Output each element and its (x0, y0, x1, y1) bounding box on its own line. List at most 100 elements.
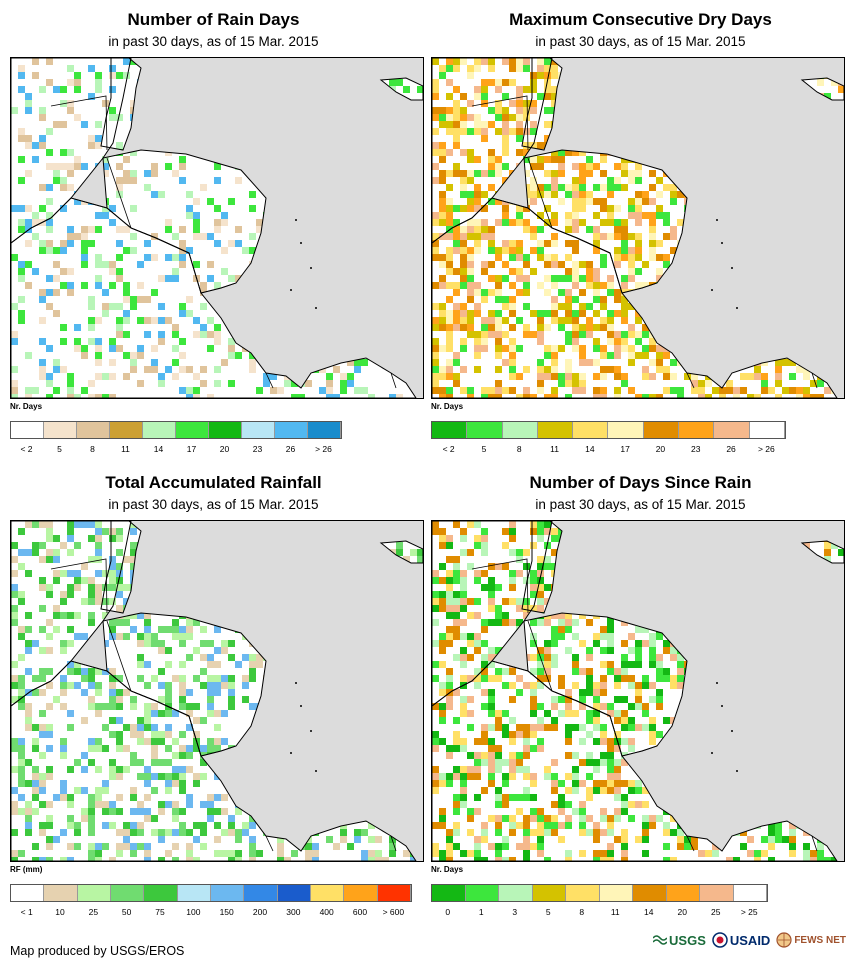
legend-swatch (700, 885, 734, 901)
legend-tick: 600 (352, 907, 368, 917)
legend-label: Nr. Days (431, 402, 464, 411)
island (716, 682, 718, 684)
legend-swatch (608, 422, 644, 438)
coastline (11, 58, 142, 151)
legend-ticks: < 2 5 8 11 14 17 20 23 26 > 26 (10, 444, 340, 456)
legend-tick: > 26 (757, 444, 775, 454)
coastline (432, 58, 563, 151)
legend-tick: 25 (88, 907, 99, 917)
coastline (800, 540, 844, 564)
country-border (686, 372, 695, 389)
legend-swatch (209, 422, 242, 438)
legend-swatch (310, 885, 345, 901)
country-border (265, 372, 274, 389)
legend-swatch (177, 885, 211, 901)
legend-swatch (110, 885, 145, 901)
legend-swatch (242, 422, 275, 438)
legend-swatch (599, 885, 633, 901)
legend-swatch (44, 422, 77, 438)
fewsnet-logo-text: FEWS NET (794, 934, 846, 946)
legend-tick: 50 (121, 907, 132, 917)
map-canvas (432, 58, 844, 398)
panel-total-rainfall: Total Accumulated Rainfall in past 30 da… (0, 463, 427, 948)
country-border (200, 745, 237, 757)
map-rain-days (10, 57, 424, 399)
legend-tick: 5 (481, 444, 487, 454)
island (290, 752, 292, 754)
coastline (379, 77, 423, 101)
legend-tick: 11 (610, 907, 620, 917)
legend-ticks: < 2 5 8 11 14 17 20 23 26 > 26 (431, 444, 784, 456)
island (721, 705, 723, 707)
island (300, 705, 302, 707)
legend-swatch (432, 422, 468, 438)
country-border (106, 620, 132, 692)
country-border (130, 690, 190, 717)
map-canvas (11, 521, 423, 861)
country-border (390, 372, 397, 389)
legend-swatch (377, 885, 411, 901)
country-border (390, 835, 397, 852)
legend-swatch (344, 885, 378, 901)
country-border (551, 690, 611, 717)
legend-swatch (176, 422, 209, 438)
legend-tick: 26 (726, 444, 736, 454)
country-border (265, 835, 274, 852)
legend-tick: 11 (121, 444, 130, 454)
island (300, 242, 302, 244)
map-total-rainfall (10, 520, 424, 862)
legend-swatch (465, 885, 499, 901)
legend-swatch (77, 422, 110, 438)
legend-ticks: < 1 10 25 50 75 100 150 200 300 400 600 > 600 (10, 907, 410, 919)
legend-tick: 5 (545, 907, 551, 917)
legend-swatch (143, 422, 176, 438)
legend-swatch (308, 422, 341, 438)
legend-swatch (277, 885, 311, 901)
legend-swatch (77, 885, 111, 901)
panel-subtitle: in past 30 days, as of 15 Mar. 2015 (535, 497, 746, 512)
legend-tick: 8 (579, 907, 585, 917)
legend-tick: > 600 (382, 907, 405, 917)
usaid-seal-icon (712, 932, 728, 948)
map-canvas (432, 521, 844, 861)
legend-tick: 3 (512, 907, 518, 917)
legend-tick: 100 (186, 907, 201, 917)
island (295, 219, 297, 221)
legend-swatch (432, 885, 466, 901)
legend-tick: 200 (252, 907, 268, 917)
island (295, 682, 297, 684)
country-border (70, 197, 108, 209)
legend-tick: 300 (286, 907, 301, 917)
legend-swatch (749, 422, 785, 438)
legend-tick: 25 (711, 907, 721, 917)
panel-title: Number of Rain Days (127, 10, 300, 29)
island (315, 770, 317, 772)
island (716, 219, 718, 221)
legend-swatch (666, 885, 700, 901)
usgs-logo-text: USGS (669, 932, 706, 948)
country-border (200, 282, 237, 294)
country-border (551, 227, 611, 254)
legend-tick: 20 (655, 444, 666, 454)
legend-tick: 150 (219, 907, 234, 917)
legend-tick: < 2 (20, 444, 33, 454)
country-border (471, 558, 529, 614)
legend-tick: 17 (186, 444, 197, 454)
legend-tick: 5 (57, 444, 62, 454)
coastline (379, 540, 423, 564)
map-canvas (11, 58, 423, 398)
country-border (130, 227, 190, 254)
map-days-since-rain (431, 520, 845, 862)
country-border (491, 197, 529, 209)
usaid-logo-text: USAID (729, 932, 771, 948)
coastline (11, 521, 142, 614)
legend-swatch (11, 885, 45, 901)
country-border (527, 620, 553, 692)
legend-tick: 10 (55, 907, 65, 917)
legend-swatch (573, 422, 609, 438)
country-border (811, 372, 818, 389)
legend-swatch (144, 885, 178, 901)
country-border (50, 95, 108, 151)
map-max-dry-days (431, 57, 845, 399)
country-border (50, 558, 108, 614)
